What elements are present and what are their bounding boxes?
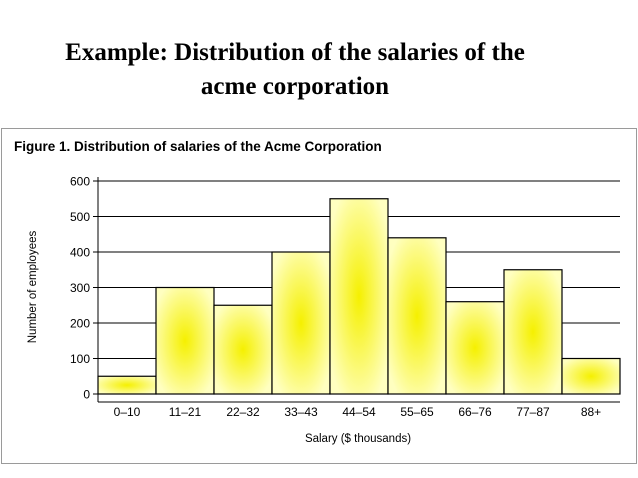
bars bbox=[97, 198, 621, 395]
y-tick-label: 200 bbox=[70, 317, 90, 331]
figure-frame: Figure 1. Distribution of salaries of th… bbox=[1, 128, 637, 464]
x-tick-label: 0–10 bbox=[114, 405, 141, 419]
y-axis-label: Number of employees bbox=[27, 231, 39, 344]
x-tick-label: 11–21 bbox=[169, 405, 202, 419]
x-tick-label: 88+ bbox=[581, 405, 601, 419]
bar bbox=[329, 198, 389, 395]
bar bbox=[561, 357, 621, 395]
x-tick-label: 66–76 bbox=[458, 405, 492, 419]
bar bbox=[387, 237, 447, 395]
slide-title-line1: Example: Distribution of the salaries of… bbox=[65, 39, 525, 66]
y-tick-label: 600 bbox=[70, 175, 90, 189]
salary-histogram: Figure 1. Distribution of salaries of th… bbox=[14, 139, 621, 445]
x-tick-label: 55–65 bbox=[400, 405, 434, 419]
y-tick-label: 100 bbox=[70, 352, 90, 366]
bar bbox=[271, 251, 331, 395]
slide-title-line2: acme corporation bbox=[200, 73, 390, 100]
y-tick-label: 500 bbox=[70, 210, 90, 224]
y-tick-label: 0 bbox=[83, 388, 90, 402]
bar bbox=[503, 269, 563, 395]
bar bbox=[97, 375, 157, 395]
x-tick-label: 44–54 bbox=[342, 405, 376, 419]
bar bbox=[213, 304, 273, 395]
y-tick-label: 400 bbox=[70, 246, 90, 260]
x-tick-label: 77–87 bbox=[516, 405, 550, 419]
x-axis-label: Salary ($ thousands) bbox=[305, 433, 411, 445]
x-tick-label: 33–43 bbox=[284, 405, 318, 419]
y-tick-label: 300 bbox=[70, 281, 90, 295]
bar bbox=[445, 301, 505, 395]
slide-title: Example: Distribution of the salaries of… bbox=[0, 36, 590, 104]
axes: 0 100 200 300 400 500 600 0–10 11–21 22–32 33–43 44… bbox=[70, 175, 620, 419]
x-tick-label: 22–32 bbox=[226, 405, 260, 419]
chart-title: Figure 1. Distribution of salaries of th… bbox=[14, 139, 382, 154]
bar bbox=[155, 286, 215, 395]
